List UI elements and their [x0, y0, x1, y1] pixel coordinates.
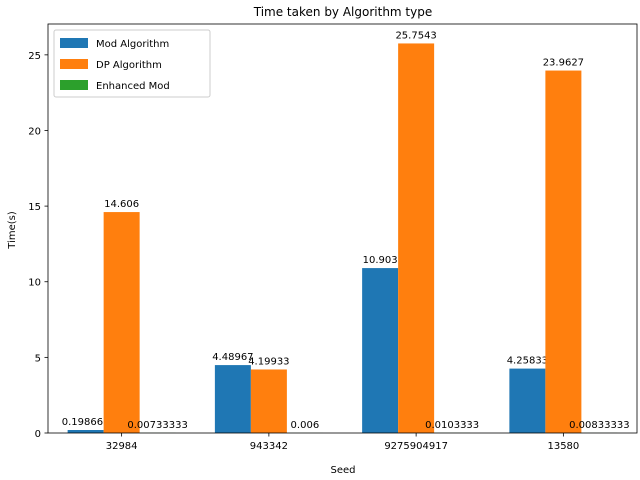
- x-axis-title: Seed: [331, 465, 356, 476]
- bar: [67, 430, 104, 433]
- data-label: 0.00733333: [127, 420, 187, 431]
- y-tick-label: 25: [28, 51, 41, 62]
- data-label: 10.903: [363, 255, 398, 266]
- legend-swatch: [60, 80, 88, 90]
- data-label: 0.0103333: [425, 420, 479, 431]
- bar: [509, 368, 546, 433]
- legend: Mod Algorithm DP Algorithm Enhanced Mod: [53, 29, 211, 98]
- bar: [214, 365, 251, 433]
- y-tick-label: 10: [28, 278, 41, 289]
- legend-swatch: [60, 59, 88, 69]
- bar: [250, 369, 287, 433]
- y-tick-label: 15: [28, 202, 41, 213]
- chart-title: Time taken by Algorithm type: [253, 5, 433, 19]
- legend-label: DP Algorithm: [96, 60, 162, 71]
- bar: [545, 70, 582, 434]
- x-tick-label: 9275904917: [384, 441, 448, 452]
- data-label: 23.9627: [543, 58, 584, 69]
- x-tick-label: 943342: [250, 441, 288, 452]
- data-label: 14.606: [104, 199, 139, 210]
- data-label: 0.198667: [62, 417, 110, 428]
- legend-label: Mod Algorithm: [96, 39, 169, 50]
- data-label: 4.25833: [507, 356, 548, 367]
- y-axis-title: Time(s): [7, 211, 18, 250]
- legend-label: Enhanced Mod: [96, 81, 170, 92]
- plot-area: 0.198667 4.48967 10.903 4.25833 14.606 4.1993…: [28, 23, 638, 452]
- data-label: 0.006: [291, 420, 320, 431]
- bar: [398, 43, 435, 433]
- x-tick-label: 32984: [106, 441, 138, 452]
- axes-frame: [47, 23, 638, 434]
- x-tick-label: 13580: [547, 441, 579, 452]
- bar: [103, 212, 140, 433]
- y-tick-label: 20: [28, 126, 41, 137]
- data-label: 4.19933: [248, 356, 289, 367]
- legend-swatch: [60, 38, 88, 48]
- legend-box: [53, 29, 211, 98]
- bar: [362, 268, 399, 433]
- y-tick-label: 0: [35, 429, 41, 440]
- data-label: 0.00833333: [569, 420, 629, 431]
- data-label: 4.48967: [212, 352, 253, 363]
- y-tick-label: 5: [35, 353, 41, 364]
- data-label: 25.7543: [395, 30, 436, 41]
